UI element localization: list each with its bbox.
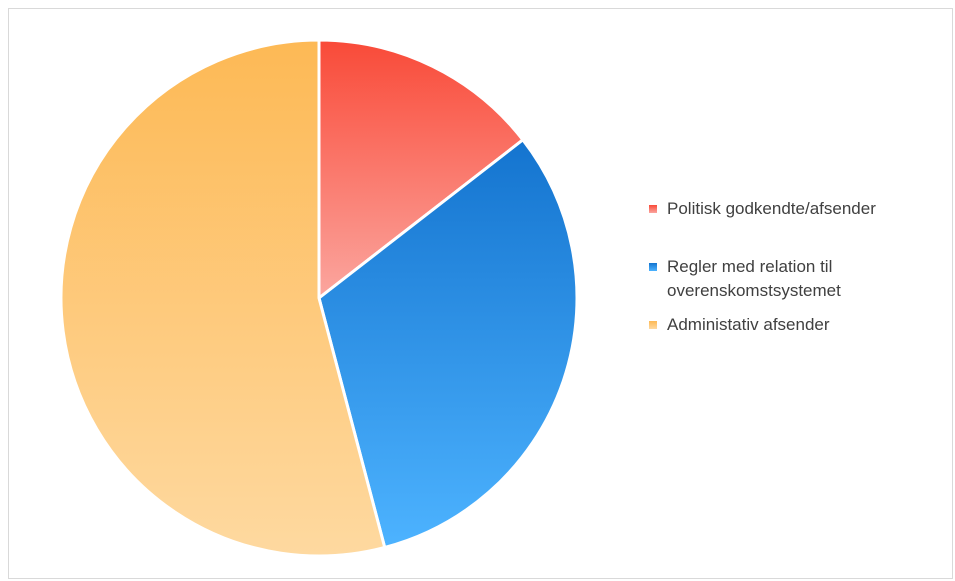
legend-item-administativ: Administativ afsender [649, 313, 949, 337]
legend-item-regler: Regler med relation til overenskomstsyst… [649, 255, 949, 303]
legend-swatch-regler [649, 263, 657, 271]
pie-slice-politisk [317, 38, 525, 300]
legend-label-regler-line1: Regler med relation til [667, 257, 833, 276]
pie-slice-regler [317, 138, 579, 549]
pie-slice-administativ [59, 38, 387, 558]
legend-swatch-politisk [649, 205, 657, 213]
legend: Politisk godkendte/afsender Regler med r… [649, 197, 949, 337]
legend-label-regler-line2: overenskomstsystemet [667, 281, 841, 300]
legend-item-politisk: Politisk godkendte/afsender [649, 197, 949, 221]
pie-slices [59, 38, 579, 558]
legend-swatch-administativ [649, 321, 657, 329]
pie-chart [59, 38, 579, 558]
chart-area: Politisk godkendte/afsender Regler med r… [8, 8, 953, 579]
legend-label-politisk: Politisk godkendte/afsender [667, 199, 876, 218]
legend-label-administativ: Administativ afsender [667, 315, 830, 334]
